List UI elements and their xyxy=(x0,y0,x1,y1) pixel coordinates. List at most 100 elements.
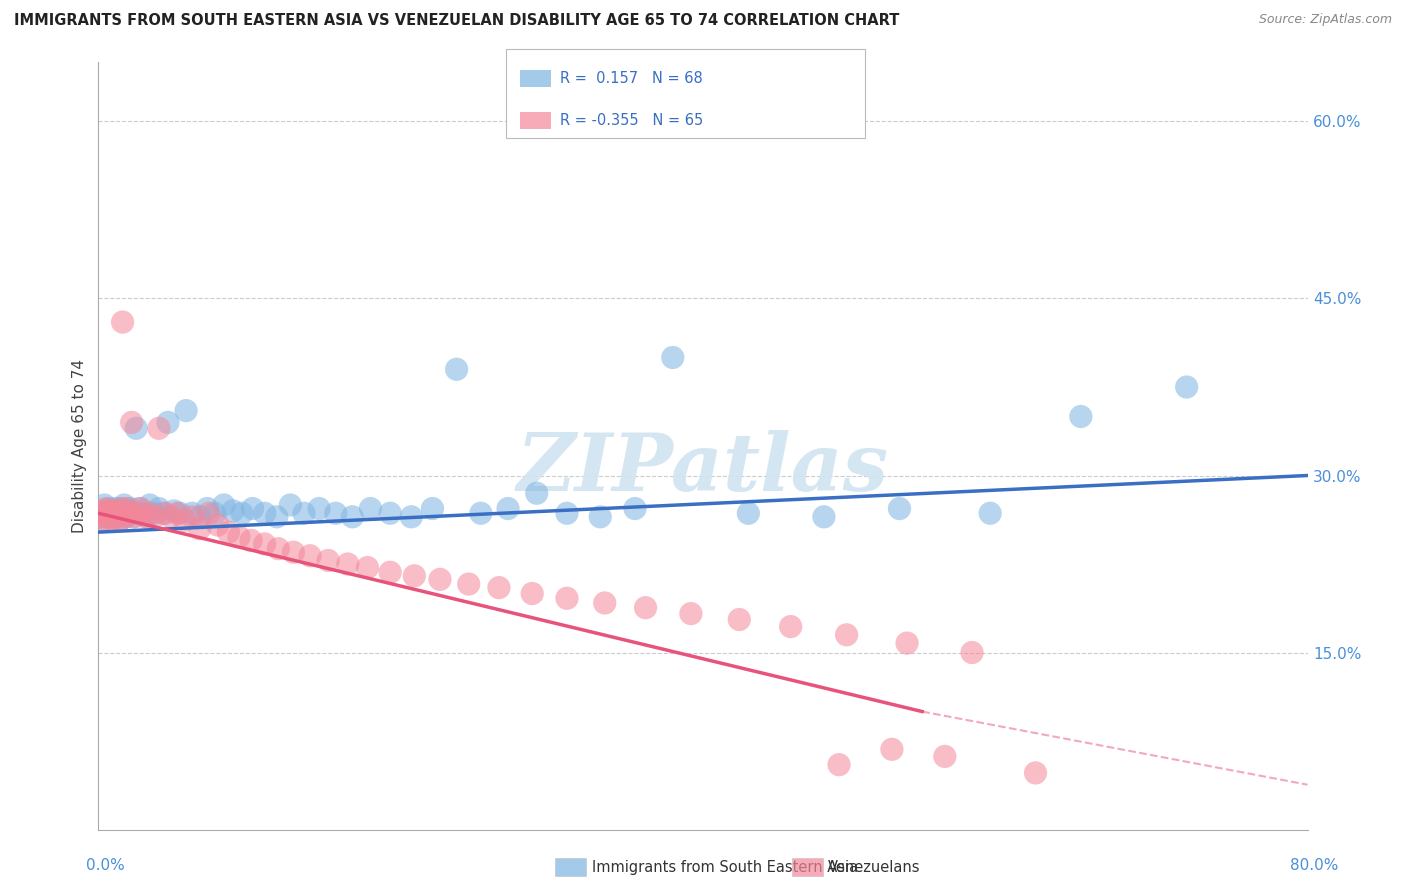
Text: Venezuelans: Venezuelans xyxy=(828,860,921,874)
Point xyxy=(163,504,186,518)
Point xyxy=(103,506,125,520)
Point xyxy=(121,416,143,430)
Point xyxy=(156,416,179,430)
Point xyxy=(93,498,115,512)
Point xyxy=(118,504,141,518)
Point xyxy=(101,504,124,518)
Point xyxy=(1024,765,1046,780)
Point xyxy=(94,501,117,516)
Point xyxy=(446,362,468,376)
Point xyxy=(960,646,983,660)
Point xyxy=(325,506,347,520)
Point xyxy=(111,315,134,329)
Point xyxy=(148,501,170,516)
Point xyxy=(174,403,197,417)
Point xyxy=(139,506,162,520)
Point xyxy=(173,513,195,527)
Point xyxy=(526,486,548,500)
Point xyxy=(166,506,188,520)
Point xyxy=(110,501,132,516)
Point xyxy=(242,501,264,516)
Point xyxy=(207,518,229,533)
Point xyxy=(240,533,263,548)
Point xyxy=(89,509,111,524)
Point xyxy=(98,509,121,524)
Point xyxy=(779,619,801,633)
Point xyxy=(115,506,138,520)
Point xyxy=(835,628,858,642)
Point xyxy=(121,506,143,520)
Point xyxy=(336,557,359,571)
Point xyxy=(143,509,166,524)
Text: IMMIGRANTS FROM SOUTH EASTERN ASIA VS VENEZUELAN DISABILITY AGE 65 TO 74 CORRELA: IMMIGRANTS FROM SOUTH EASTERN ASIA VS VE… xyxy=(14,13,900,29)
Point xyxy=(253,537,276,551)
Point xyxy=(267,541,290,556)
Point xyxy=(299,549,322,563)
Point xyxy=(737,506,759,520)
Text: R = -0.355   N = 65: R = -0.355 N = 65 xyxy=(560,113,703,128)
Point xyxy=(679,607,702,621)
Point xyxy=(979,506,1001,520)
Point xyxy=(401,509,423,524)
Point xyxy=(118,506,141,520)
Point xyxy=(228,530,250,544)
Point xyxy=(457,577,479,591)
Text: 0.0%: 0.0% xyxy=(86,858,125,872)
Point xyxy=(661,351,683,365)
Point xyxy=(120,501,142,516)
Text: Source: ZipAtlas.com: Source: ZipAtlas.com xyxy=(1258,13,1392,27)
Point xyxy=(107,504,129,518)
Point xyxy=(280,498,302,512)
Point xyxy=(98,501,121,516)
Point xyxy=(128,501,150,516)
Point xyxy=(134,509,156,524)
Point xyxy=(139,498,162,512)
Point xyxy=(107,506,129,520)
Point xyxy=(934,749,956,764)
Text: Immigrants from South Eastern Asia: Immigrants from South Eastern Asia xyxy=(592,860,858,874)
Point xyxy=(90,506,112,520)
Point xyxy=(889,501,911,516)
Point xyxy=(342,509,364,524)
Point xyxy=(105,509,128,524)
Point xyxy=(143,506,166,520)
Point xyxy=(624,501,647,516)
Point xyxy=(470,506,492,520)
Point xyxy=(148,421,170,435)
Point xyxy=(593,596,616,610)
Point xyxy=(96,506,118,520)
Point xyxy=(316,553,339,567)
Point xyxy=(90,506,112,520)
Point xyxy=(131,506,153,520)
Point xyxy=(378,566,401,580)
Point xyxy=(828,757,851,772)
Point xyxy=(634,600,657,615)
Point xyxy=(404,569,426,583)
Point xyxy=(231,506,253,520)
Point xyxy=(308,501,330,516)
Text: 80.0%: 80.0% xyxy=(1291,858,1339,872)
Point xyxy=(103,506,125,520)
Point xyxy=(91,504,114,518)
Point xyxy=(91,513,114,527)
Point xyxy=(181,506,204,520)
Point xyxy=(360,501,382,516)
Point xyxy=(181,509,204,524)
Point xyxy=(122,509,145,524)
Point xyxy=(160,509,183,524)
Text: R =  0.157   N = 68: R = 0.157 N = 68 xyxy=(560,71,703,86)
Point xyxy=(1175,380,1198,394)
Point xyxy=(108,513,131,527)
Point xyxy=(96,506,118,520)
Point xyxy=(125,421,148,435)
Point xyxy=(422,501,444,516)
Point xyxy=(93,513,115,527)
Point xyxy=(188,509,211,524)
Point xyxy=(896,636,918,650)
Point xyxy=(195,501,218,516)
Text: ZIPatlas: ZIPatlas xyxy=(517,430,889,508)
Point xyxy=(212,498,235,512)
Point xyxy=(112,498,135,512)
Point xyxy=(129,501,152,516)
Point xyxy=(94,504,117,518)
